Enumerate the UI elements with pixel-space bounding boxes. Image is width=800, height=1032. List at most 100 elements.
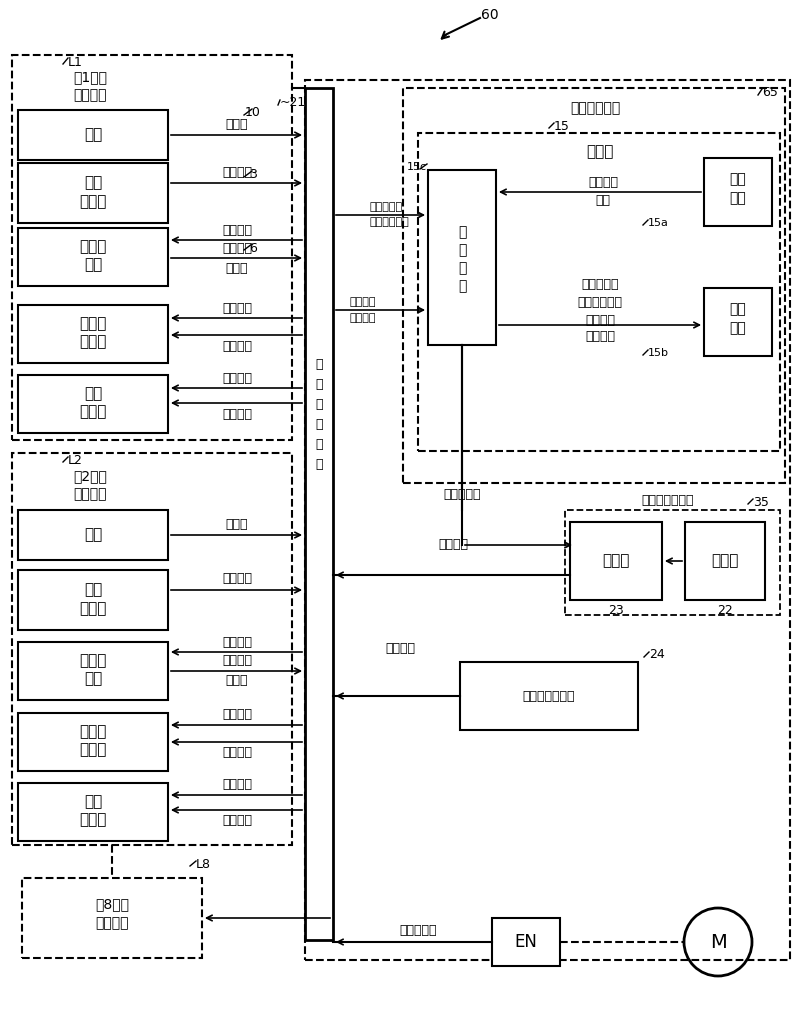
Text: 65: 65 bbox=[762, 86, 778, 98]
Bar bbox=[305, 80, 790, 960]
Text: 马达: 马达 bbox=[84, 672, 102, 686]
Bar bbox=[18, 570, 168, 630]
Bar bbox=[685, 522, 765, 600]
Text: 旋转量: 旋转量 bbox=[226, 261, 248, 275]
Text: 旋转量: 旋转量 bbox=[226, 675, 248, 687]
Bar bbox=[18, 510, 168, 560]
Text: 15c: 15c bbox=[407, 162, 427, 172]
Text: 止动销: 止动销 bbox=[79, 724, 106, 740]
Text: 每个纬纱的: 每个纬纱的 bbox=[582, 278, 618, 290]
Bar bbox=[18, 163, 168, 223]
Text: 供给系列: 供给系列 bbox=[74, 88, 106, 102]
Bar bbox=[18, 110, 168, 160]
Text: 织机停止的余数: 织机停止的余数 bbox=[642, 493, 694, 507]
Text: 画面: 画面 bbox=[730, 321, 746, 335]
Text: 开闭阀: 开闭阀 bbox=[79, 812, 106, 828]
Text: 电磁: 电磁 bbox=[84, 795, 102, 809]
Text: 引纬继续数: 引纬继续数 bbox=[443, 488, 481, 502]
Text: 传感器: 传感器 bbox=[79, 602, 106, 616]
Text: EN: EN bbox=[514, 933, 538, 952]
Bar bbox=[403, 88, 785, 483]
Text: 修补完: 修补完 bbox=[226, 517, 248, 530]
Text: 压扣: 压扣 bbox=[84, 128, 102, 142]
Text: 引纬开始: 引纬开始 bbox=[222, 301, 252, 315]
Text: 比较器: 比较器 bbox=[602, 553, 630, 569]
Bar bbox=[18, 783, 168, 841]
Text: 引纬图案: 引纬图案 bbox=[385, 642, 415, 654]
Text: 引纬停止: 引纬停止 bbox=[222, 340, 252, 353]
Text: 6: 6 bbox=[249, 241, 257, 255]
Text: 纬纱供给系列: 纬纱供给系列 bbox=[578, 295, 622, 309]
Text: 引纬控制装置: 引纬控制装置 bbox=[570, 101, 620, 115]
Bar bbox=[12, 453, 292, 845]
Text: 35: 35 bbox=[753, 495, 769, 509]
Text: 供纱异常: 供纱异常 bbox=[222, 166, 252, 180]
Bar bbox=[18, 305, 168, 363]
Text: 供纱: 供纱 bbox=[84, 175, 102, 191]
Text: 马达: 马达 bbox=[84, 258, 102, 272]
Text: 制: 制 bbox=[315, 419, 322, 431]
Text: 纬纱供给: 纬纱供给 bbox=[588, 176, 618, 190]
Text: 显示: 显示 bbox=[730, 302, 746, 316]
Bar bbox=[18, 713, 168, 771]
Text: 24: 24 bbox=[649, 648, 665, 662]
Text: 除外系列: 除外系列 bbox=[585, 330, 615, 344]
Text: 供纱异常: 供纱异常 bbox=[222, 573, 252, 585]
Text: 传感器: 传感器 bbox=[79, 194, 106, 209]
Text: 电磁: 电磁 bbox=[84, 387, 102, 401]
Text: 进料器: 进料器 bbox=[79, 653, 106, 669]
Text: 输入: 输入 bbox=[730, 172, 746, 186]
Text: 织机停止: 织机停止 bbox=[438, 539, 468, 551]
Bar bbox=[704, 288, 772, 356]
Text: 供给系列: 供给系列 bbox=[95, 916, 129, 930]
Bar bbox=[570, 522, 662, 600]
Text: L8: L8 bbox=[196, 858, 211, 871]
Text: 供纱: 供纱 bbox=[84, 582, 102, 598]
Text: 返回系列: 返回系列 bbox=[349, 297, 375, 307]
Bar bbox=[18, 642, 168, 700]
Text: 电磁铁: 电磁铁 bbox=[79, 742, 106, 757]
Text: 第8纬纱: 第8纬纱 bbox=[95, 897, 129, 911]
Text: 引纬停止: 引纬停止 bbox=[222, 745, 252, 759]
Text: 纬: 纬 bbox=[315, 379, 322, 391]
Text: 22: 22 bbox=[717, 604, 733, 616]
Text: 纬纱供给系列: 纬纱供给系列 bbox=[370, 217, 410, 227]
Text: 每个纬纱的: 每个纬纱的 bbox=[370, 202, 403, 212]
Bar bbox=[565, 510, 780, 615]
Bar bbox=[305, 88, 333, 940]
Text: L1: L1 bbox=[68, 56, 83, 68]
Text: 路: 路 bbox=[458, 279, 466, 293]
Text: 控: 控 bbox=[315, 398, 322, 412]
Text: 主轴旋转角: 主轴旋转角 bbox=[399, 924, 437, 936]
Text: 压扣: 压扣 bbox=[84, 527, 102, 543]
Text: 60: 60 bbox=[481, 8, 499, 22]
Bar bbox=[704, 158, 772, 226]
Text: 演: 演 bbox=[458, 225, 466, 239]
Text: 引: 引 bbox=[315, 358, 322, 372]
Text: ~21: ~21 bbox=[280, 97, 306, 109]
Text: 止动销: 止动销 bbox=[79, 317, 106, 331]
Text: 旋转速度: 旋转速度 bbox=[222, 653, 252, 667]
Text: 10: 10 bbox=[245, 106, 261, 120]
Text: 画面: 画面 bbox=[730, 191, 746, 205]
Text: 进料器: 进料器 bbox=[79, 239, 106, 255]
Text: 系列: 系列 bbox=[595, 194, 610, 206]
Bar bbox=[22, 878, 202, 958]
Text: 输入器: 输入器 bbox=[711, 553, 738, 569]
Text: 旋转速度: 旋转速度 bbox=[222, 241, 252, 255]
Bar bbox=[12, 55, 292, 440]
Text: 返回系列: 返回系列 bbox=[585, 314, 615, 326]
Text: 15: 15 bbox=[554, 120, 570, 132]
Text: 第1纬纱: 第1纬纱 bbox=[73, 70, 107, 84]
Text: 23: 23 bbox=[608, 604, 624, 616]
Text: 旋转动作: 旋转动作 bbox=[222, 225, 252, 237]
Text: 喷射停止: 喷射停止 bbox=[222, 408, 252, 420]
Bar bbox=[418, 133, 780, 451]
Text: 3: 3 bbox=[249, 168, 257, 182]
Text: 路: 路 bbox=[315, 458, 322, 472]
Text: 修补完: 修补完 bbox=[226, 119, 248, 131]
Text: M: M bbox=[710, 933, 726, 952]
Text: 电: 电 bbox=[458, 261, 466, 275]
Bar bbox=[460, 662, 638, 730]
Text: 喷射停止: 喷射停止 bbox=[222, 814, 252, 828]
